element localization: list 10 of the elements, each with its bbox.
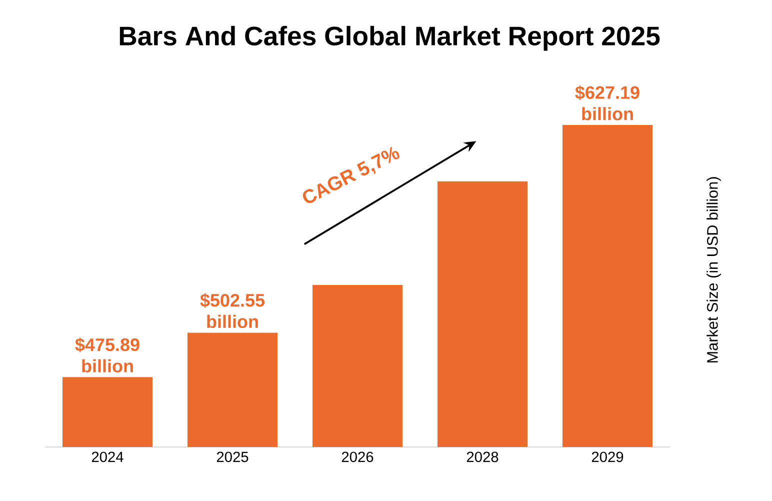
x-tick-label: 2029: [592, 452, 624, 462]
x-tick-label: 2025: [216, 452, 248, 462]
x-tick-label: 2028: [466, 452, 498, 462]
y-axis-title: Market Size (in USD billion): [706, 177, 721, 362]
x-tick-label: 2024: [92, 452, 124, 462]
data-label: $627.19 billion: [575, 85, 640, 120]
data-label: $502.55 billion: [200, 293, 265, 328]
x-tick-label: 2026: [342, 452, 374, 462]
data-label: $475.89 billion: [75, 338, 140, 372]
chart-title: Bars And Cafes Global Market Report 2025: [120, 26, 660, 51]
